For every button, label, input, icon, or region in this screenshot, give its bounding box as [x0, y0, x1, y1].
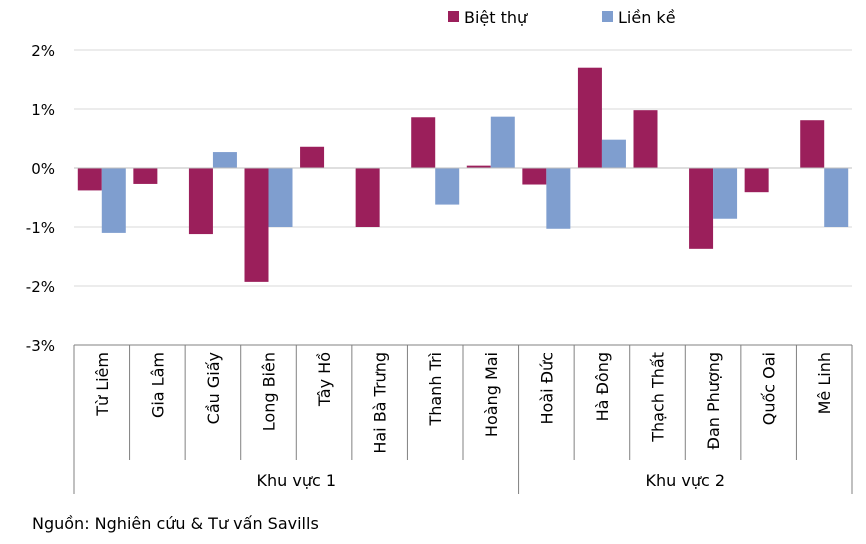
legend-swatch-lien-ke	[602, 11, 613, 22]
bar-lien-ke	[824, 168, 849, 227]
bar-biet-thu	[689, 168, 714, 249]
y-tick-label: -3%	[26, 337, 55, 355]
bar-biet-thu	[411, 117, 436, 168]
bar-biet-thu	[355, 168, 380, 227]
y-tick-label: -2%	[26, 278, 55, 296]
bar-biet-thu	[744, 168, 769, 193]
bar-biet-thu	[800, 120, 825, 168]
category-label: Cầu Giấy	[204, 352, 223, 424]
category-label: Từ Liêm	[93, 352, 112, 417]
legend-label-biet-thu: Biệt thự	[464, 8, 528, 27]
category-label: Long Biên	[260, 352, 279, 431]
y-tick-label: 0%	[31, 160, 55, 178]
bar-biet-thu	[522, 168, 547, 185]
category-label: Thanh Trì	[426, 352, 445, 427]
category-label: Tây Hồ	[315, 352, 334, 407]
bar-biet-thu	[300, 146, 325, 168]
bar-lien-ke	[212, 152, 237, 168]
category-label: Đan Phượng	[704, 352, 723, 449]
bar-biet-thu	[188, 168, 213, 235]
category-label: Mê Linh	[815, 352, 834, 414]
bar-biet-thu	[466, 165, 491, 168]
category-label: Gia Lâm	[148, 352, 167, 418]
category-label: Hoài Đức	[537, 352, 556, 425]
bar-biet-thu	[577, 67, 602, 168]
bar-biet-thu	[77, 168, 102, 191]
y-tick-label: 2%	[31, 42, 55, 60]
group-label: Khu vực 1	[257, 471, 337, 490]
group-label: Khu vực 2	[646, 471, 726, 490]
bar-lien-ke	[435, 168, 460, 205]
bar-lien-ke	[101, 168, 126, 233]
source-note: Nguồn: Nghiên cứu & Tư vấn Savills	[32, 514, 319, 533]
bar-chart: 2% 1% 0% -1% -2% -3% Từ Liêm Gia Lâm Cầu Giấy Lon…	[26, 8, 853, 494]
category-label: Quốc Oai	[760, 352, 779, 425]
y-tick-label: -1%	[26, 219, 55, 237]
bar-lien-ke	[268, 168, 293, 227]
category-label: Hoàng Mai	[482, 352, 501, 437]
y-tick-label: 1%	[31, 101, 55, 119]
bar-lien-ke	[490, 116, 515, 168]
category-label: Hà Đông	[593, 352, 612, 421]
bar-lien-ke	[546, 168, 571, 229]
category-label: Thạch Thất	[649, 352, 668, 443]
category-label: Hai Bà Trưng	[371, 352, 390, 454]
legend-label-lien-ke: Liền kề	[618, 8, 676, 27]
bar-lien-ke	[713, 168, 738, 219]
bar-biet-thu	[133, 168, 158, 184]
bar-biet-thu	[244, 168, 269, 282]
bar-lien-ke	[601, 139, 626, 168]
bar-biet-thu	[633, 110, 658, 168]
legend-swatch-biet-thu	[448, 11, 459, 22]
